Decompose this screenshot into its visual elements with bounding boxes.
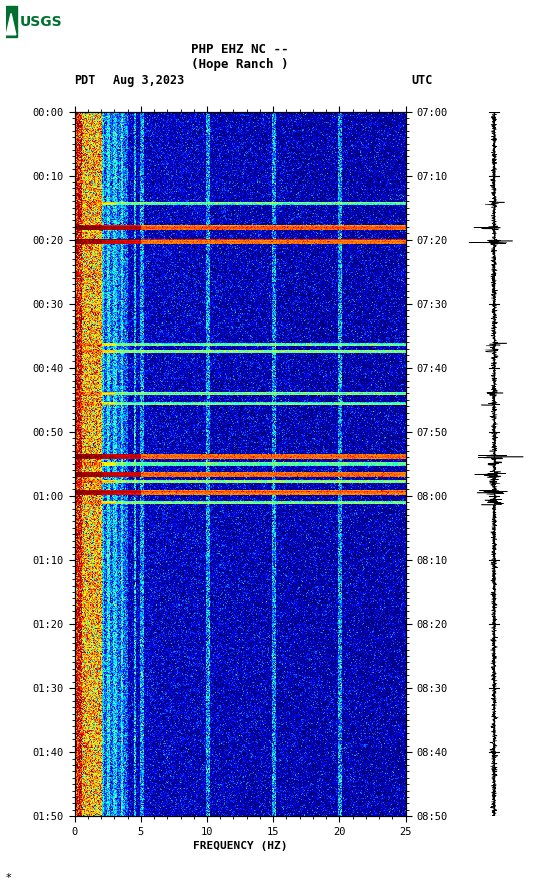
- Text: PDT: PDT: [75, 74, 96, 87]
- Text: *: *: [6, 873, 11, 883]
- Text: USGS: USGS: [19, 15, 62, 29]
- Text: PHP EHZ NC --: PHP EHZ NC --: [192, 43, 289, 55]
- Bar: [6, 6, 17, 37]
- Text: Aug 3,2023: Aug 3,2023: [113, 74, 184, 87]
- Text: UTC: UTC: [411, 74, 433, 87]
- X-axis label: FREQUENCY (HZ): FREQUENCY (HZ): [193, 841, 288, 851]
- Text: (Hope Ranch ): (Hope Ranch ): [192, 58, 289, 70]
- Polygon shape: [6, 13, 16, 35]
